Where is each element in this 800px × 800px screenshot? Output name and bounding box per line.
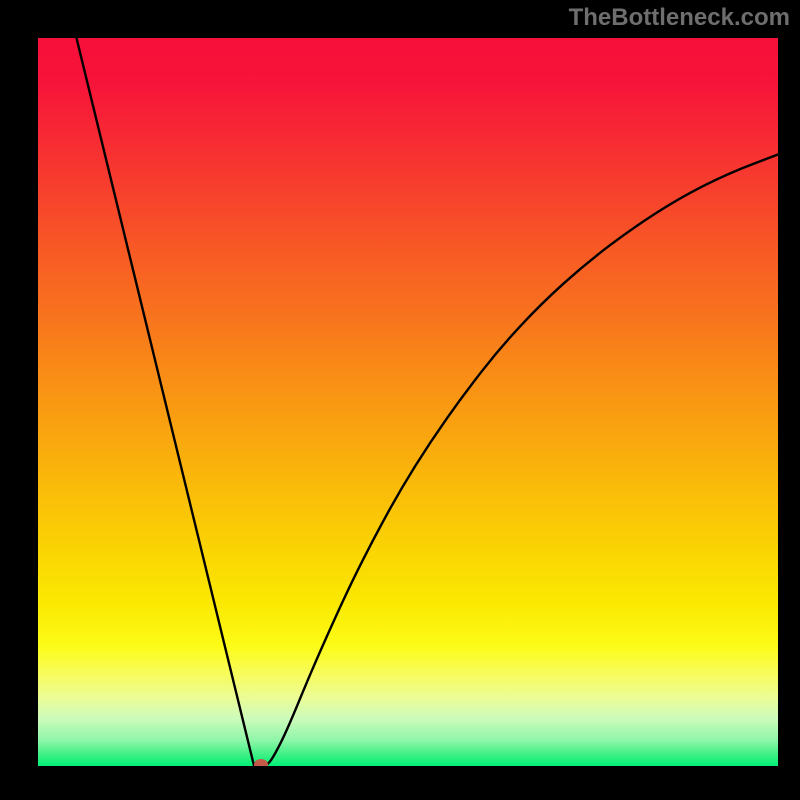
figure-container: TheBottleneck.com <box>0 0 800 800</box>
curve-path <box>76 38 778 766</box>
plot-area <box>38 38 778 766</box>
minimum-marker <box>254 759 268 766</box>
watermark-text: TheBottleneck.com <box>569 4 790 32</box>
bottleneck-curve <box>38 38 778 766</box>
